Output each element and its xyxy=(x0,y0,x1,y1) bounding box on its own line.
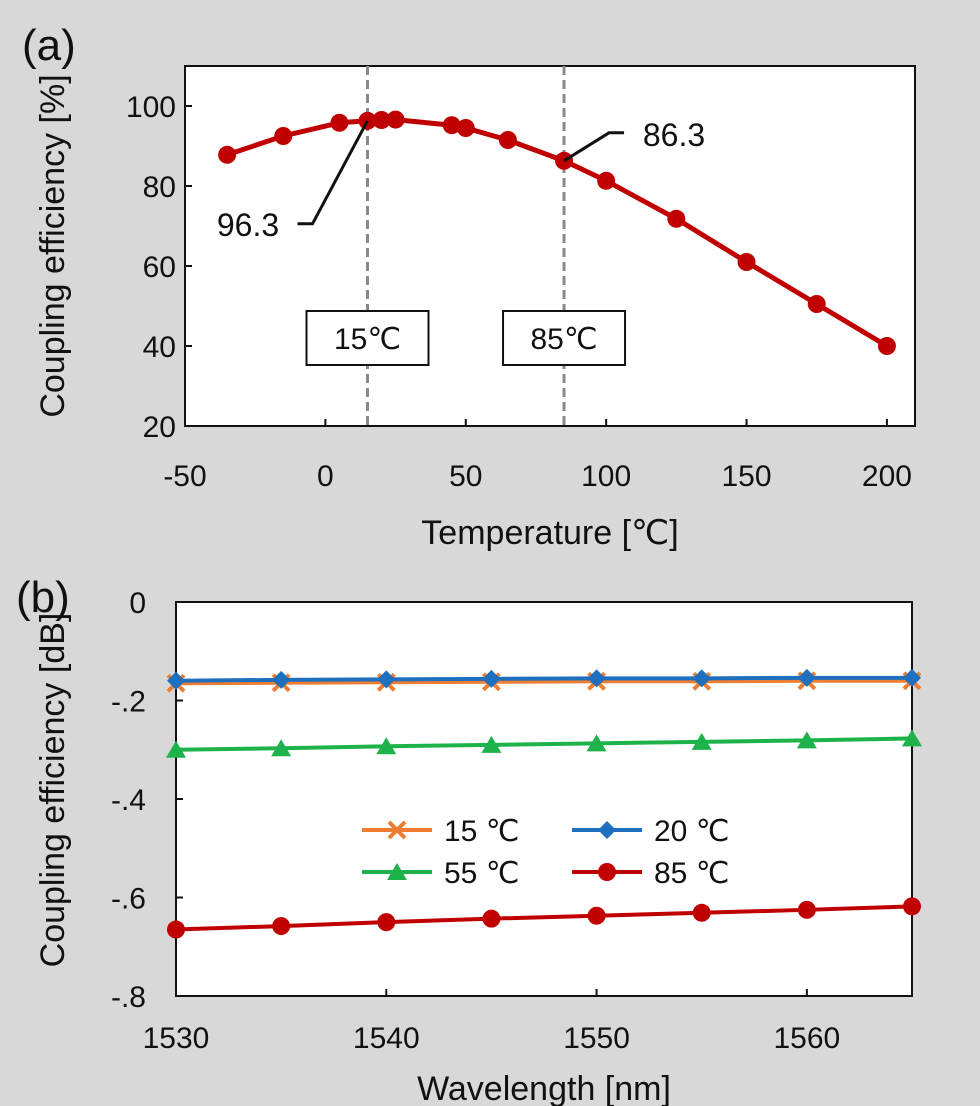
annotation-label-1: 86.3 xyxy=(643,117,705,153)
data-point-b-1-5 xyxy=(692,669,711,688)
data-point-a-0-1 xyxy=(274,127,293,145)
panel-b-y-axis-label: Coupling efficiency [dB] xyxy=(34,613,72,968)
legend-marker-0 xyxy=(387,820,407,840)
data-point-a-0-11 xyxy=(667,209,686,228)
x-tick-label-a-2: 50 xyxy=(449,460,482,493)
data-point-b-3-3 xyxy=(482,909,501,928)
x-tick-label-b-1: 1540 xyxy=(353,1022,420,1055)
data-point-b-2-6 xyxy=(796,731,817,749)
annotation-leader-0 xyxy=(297,120,369,226)
data-point-b-3-2 xyxy=(377,913,396,932)
y-tick-label-a-4: 100 xyxy=(126,91,176,124)
x-tick-label-a-1: 0 xyxy=(317,460,334,493)
y-tick-label-a-2: 60 xyxy=(143,251,176,284)
y-tick-label-b-3: -.6 xyxy=(111,883,146,916)
legend-marker-2 xyxy=(387,863,407,880)
y-tick-label-b-4: -.8 xyxy=(111,981,146,1014)
legend-label-2: 55 ℃ xyxy=(444,857,519,890)
data-point-a-0-2 xyxy=(330,113,349,132)
data-point-b-3-4 xyxy=(587,906,606,925)
panel-b-x-axis-label: Wavelength [nm] xyxy=(417,1070,671,1106)
annotation-leader-1 xyxy=(563,131,625,163)
panel-a-y-axis-label: Coupling efficiency [%] xyxy=(34,74,72,417)
data-point-a-0-12 xyxy=(737,253,756,271)
data-point-a-0-4 xyxy=(372,111,391,129)
legend-marker-3 xyxy=(598,863,616,881)
data-point-b-2-3 xyxy=(481,735,502,753)
data-point-b-2-4 xyxy=(586,734,607,752)
data-point-a-0-10 xyxy=(597,171,616,190)
annotation-label-0: 96.3 xyxy=(217,207,279,243)
x-tick-label-a-4: 150 xyxy=(722,460,772,493)
series-line-b-0 xyxy=(175,678,912,686)
reference-box-1 xyxy=(502,310,627,366)
data-point-a-0-6 xyxy=(442,116,461,135)
x-tick-label-b-2: 1550 xyxy=(563,1022,630,1055)
reference-label-0: 15℃ xyxy=(334,323,401,356)
data-point-b-1-2 xyxy=(377,670,396,689)
series-line-b-1 xyxy=(175,675,912,683)
data-point-b-1-3 xyxy=(482,669,501,688)
data-point-b-1-0 xyxy=(167,671,185,690)
panel-a-plot-area xyxy=(184,65,916,427)
reference-box-0 xyxy=(305,310,430,366)
data-point-b-1-1 xyxy=(272,670,291,689)
series-line-b-2 xyxy=(175,736,913,752)
panel-a-label: (a) xyxy=(22,21,76,70)
x-tick-label-a-5: 200 xyxy=(862,460,912,493)
panel-b-plot-area xyxy=(175,601,913,997)
x-tick-label-b-0: 1530 xyxy=(143,1022,210,1055)
data-point-b-3-0 xyxy=(167,920,185,939)
legend-label-3: 85 ℃ xyxy=(654,857,729,890)
data-point-b-2-5 xyxy=(691,732,712,750)
legend-label-0: 15 ℃ xyxy=(444,815,519,848)
data-point-b-3-6 xyxy=(797,900,816,919)
data-point-a-0-8 xyxy=(498,131,517,149)
y-tick-label-a-1: 40 xyxy=(143,331,176,364)
data-point-b-2-7 xyxy=(902,729,922,747)
panel-b: (b) 0 -.2 -.4 -.6 -.8 1530 1540 1550 1560 15 ℃ 2… xyxy=(16,573,922,1106)
data-point-b-2-1 xyxy=(271,739,292,757)
y-tick-label-b-0: 0 xyxy=(129,587,146,620)
panel-a-x-axis-label: Temperature [℃] xyxy=(421,514,678,552)
reference-label-1: 85℃ xyxy=(531,323,598,356)
series-line-b-3 xyxy=(175,904,913,932)
data-point-b-3-7 xyxy=(903,897,921,916)
data-point-b-3-5 xyxy=(692,903,711,922)
x-tick-label-a-3: 100 xyxy=(581,460,631,493)
legend-marker-1 xyxy=(598,821,616,839)
y-tick-label-b-2: -.4 xyxy=(111,784,146,817)
data-point-a-0-14 xyxy=(877,337,896,355)
data-point-a-0-0 xyxy=(218,145,237,164)
data-point-b-2-0 xyxy=(166,740,186,758)
data-point-b-1-7 xyxy=(903,668,921,687)
panel-b-label: (b) xyxy=(16,573,70,622)
data-point-a-0-13 xyxy=(807,295,826,313)
data-point-b-1-6 xyxy=(797,668,816,687)
data-point-b-2-2 xyxy=(376,737,397,755)
y-tick-label-a-0: 20 xyxy=(143,411,176,444)
y-tick-label-b-1: -.2 xyxy=(111,686,146,719)
x-tick-label-b-3: 1560 xyxy=(773,1022,840,1055)
panel-a: (a) 15℃ 85℃ 20 40 60 80 100 -50 0 50 100 150 200 9… xyxy=(22,21,916,552)
y-tick-label-a-3: 80 xyxy=(143,171,176,204)
data-point-a-0-7 xyxy=(456,119,475,137)
data-point-b-3-1 xyxy=(272,917,291,936)
data-point-a-0-5 xyxy=(386,110,405,129)
legend-label-1: 20 ℃ xyxy=(654,815,729,848)
x-tick-label-a-0: -50 xyxy=(163,460,206,493)
data-point-b-1-4 xyxy=(587,669,606,688)
